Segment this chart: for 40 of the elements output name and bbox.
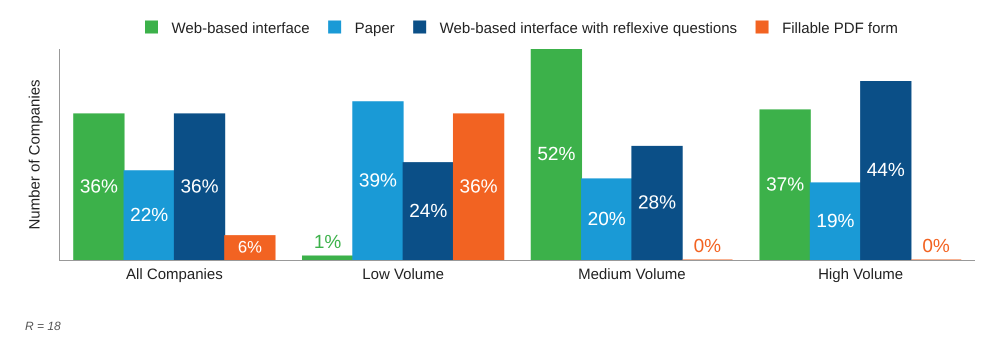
y-axis-title: Number of Companies	[26, 79, 44, 230]
data-label: 1%	[314, 232, 342, 253]
data-label: 39%	[358, 170, 398, 192]
x-tick-label: Low Volume	[362, 266, 444, 283]
bar	[302, 255, 354, 260]
legend-label: Web-based interface	[172, 20, 310, 37]
bar	[224, 235, 276, 260]
bar	[530, 49, 582, 260]
data-label: 6%	[238, 238, 262, 257]
data-label: 0%	[694, 236, 722, 257]
data-label: 24%	[409, 200, 448, 222]
x-tick-label: All Companies	[126, 266, 223, 283]
data-label: 44%	[866, 160, 905, 182]
bar	[174, 113, 226, 260]
data-label: 28%	[638, 192, 676, 214]
bar	[759, 109, 811, 260]
x-tick-label: High Volume	[818, 266, 904, 283]
bar	[124, 170, 175, 260]
data-label: 52%	[537, 144, 576, 165]
bar	[452, 113, 504, 260]
bar	[631, 146, 683, 260]
data-label: 20%	[588, 208, 626, 230]
data-label: 36%	[80, 176, 118, 198]
bar	[402, 162, 454, 260]
data-label: 0%	[922, 236, 950, 257]
data-label: 19%	[816, 210, 855, 232]
legend-label: Paper	[354, 20, 395, 37]
bar	[73, 113, 125, 260]
data-label: 36%	[460, 176, 498, 198]
data-label: 22%	[130, 204, 168, 226]
bar	[810, 182, 862, 260]
x-tick-label: Medium Volume	[578, 266, 686, 283]
bar	[581, 178, 632, 260]
data-label: 36%	[180, 176, 219, 198]
text: R = 18	[25, 319, 62, 333]
bar	[352, 101, 404, 260]
legend-label: Web-based interface with reflexive questions	[440, 20, 738, 37]
legend-label: Fillable PDF form	[782, 20, 898, 37]
bar	[860, 80, 912, 260]
data-label: 37%	[766, 174, 804, 196]
